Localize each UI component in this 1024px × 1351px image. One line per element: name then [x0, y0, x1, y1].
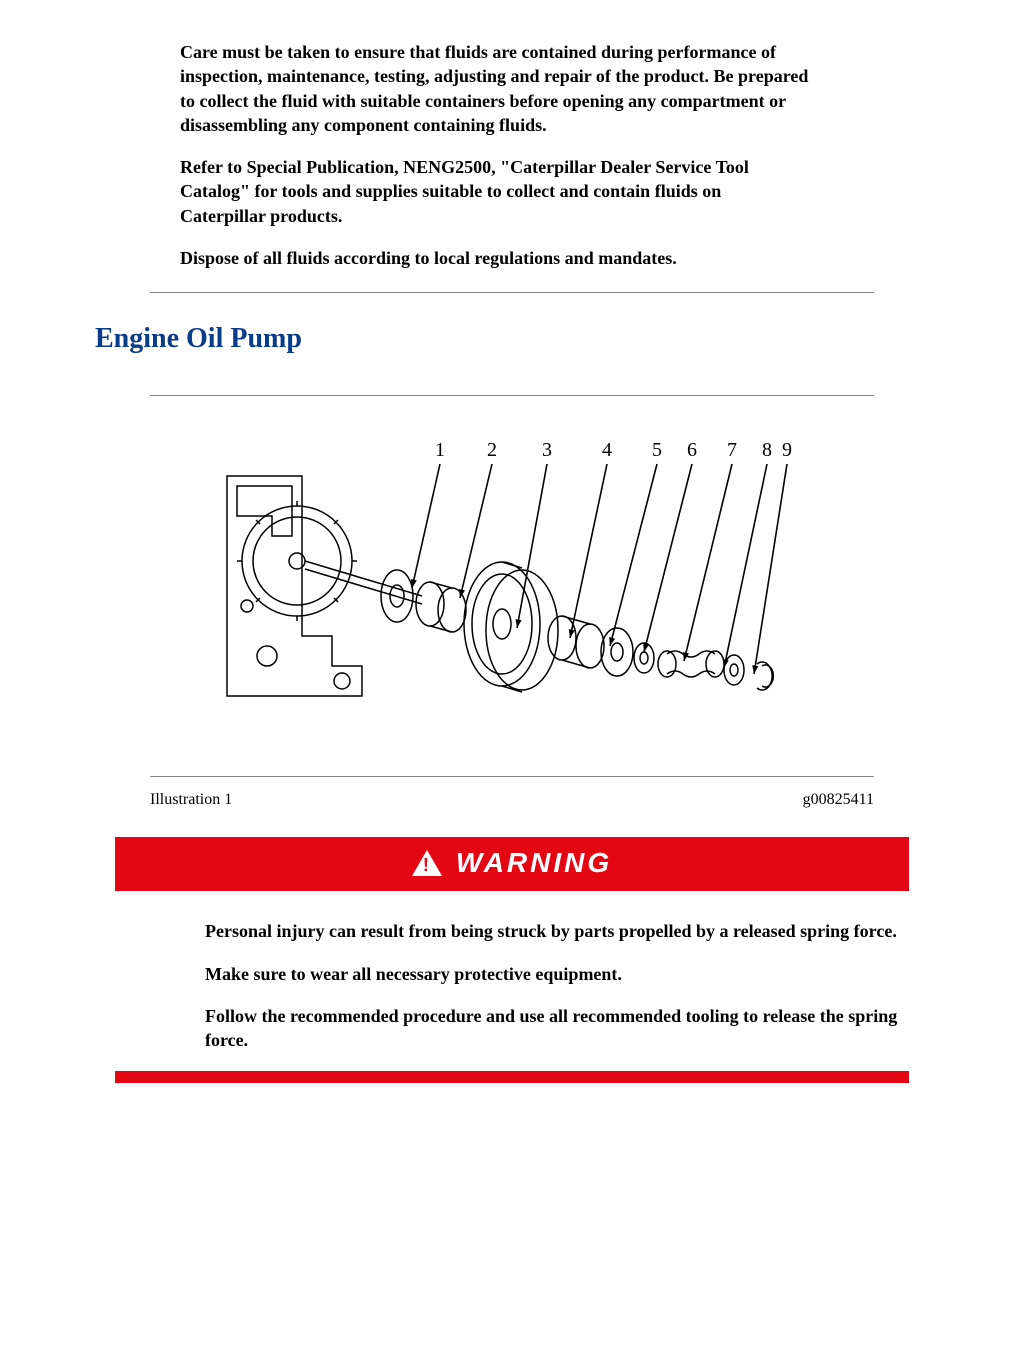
- warning-paragraph-2: Make sure to wear all necessary protecti…: [205, 962, 899, 986]
- divider-rule: [150, 292, 874, 293]
- callout-number: 1: [435, 439, 445, 461]
- warning-banner: WARNING: [115, 837, 909, 891]
- warning-bottom-bar: [115, 1071, 909, 1083]
- warning-paragraph-1: Personal injury can result from being st…: [205, 919, 899, 943]
- warning-text-block: Personal injury can result from being st…: [205, 919, 899, 1052]
- callout-number: 8: [762, 439, 772, 461]
- callout-number: 6: [687, 439, 697, 461]
- callout-number: 7: [727, 439, 737, 461]
- intro-paragraph-1: Care must be taken to ensure that fluids…: [180, 40, 809, 137]
- callout-number: 4: [602, 439, 612, 461]
- callout-number: 5: [652, 439, 662, 461]
- callout-number: 3: [542, 439, 552, 461]
- figure-top-rule: [150, 395, 874, 396]
- figure-container: 1 2 3 4 5 6 7 89 Illustration 1 g00825411: [150, 395, 874, 809]
- warning-paragraph-3: Follow the recommended procedure and use…: [205, 1004, 899, 1053]
- figure-caption-right: g00825411: [803, 791, 874, 809]
- warning-triangle-icon: [412, 850, 442, 876]
- intro-paragraph-3: Dispose of all fluids according to local…: [180, 246, 809, 270]
- exploded-view-illustration: 1 2 3 4 5 6 7 89: [212, 406, 812, 736]
- intro-text-block: Care must be taken to ensure that fluids…: [180, 40, 809, 270]
- figure-caption-left: Illustration 1: [150, 791, 232, 809]
- intro-paragraph-2: Refer to Special Publication, NENG2500, …: [180, 155, 809, 228]
- figure-bottom-rule: [150, 776, 874, 777]
- callout-number: 9: [782, 439, 792, 461]
- figure-caption-row: Illustration 1 g00825411: [150, 791, 874, 809]
- callout-number: 2: [487, 439, 497, 461]
- section-heading: Engine Oil Pump: [95, 323, 929, 355]
- warning-label: WARNING: [456, 847, 612, 879]
